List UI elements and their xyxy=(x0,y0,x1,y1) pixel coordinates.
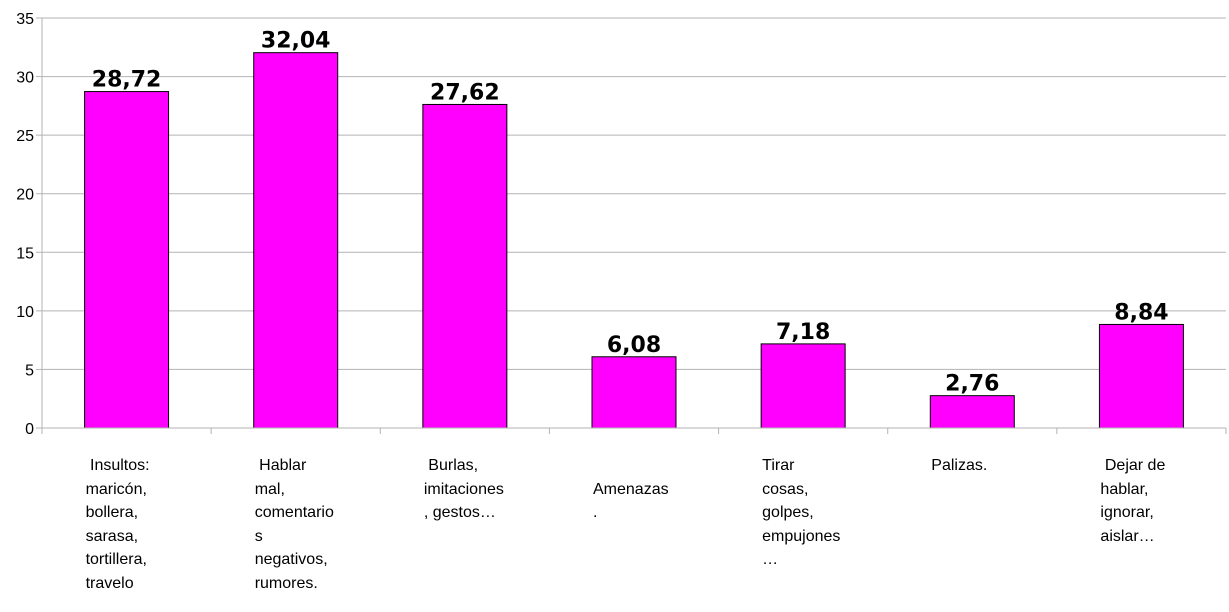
axes xyxy=(36,17,1227,434)
y-tick-label: 10 xyxy=(16,304,34,321)
y-tick-label: 5 xyxy=(25,362,34,379)
x-tick-label: Palizas. xyxy=(931,457,988,474)
data-label: 2,76 xyxy=(945,372,999,397)
bar xyxy=(253,52,339,429)
data-label: 8,84 xyxy=(1114,300,1168,325)
y-tick-label: 25 xyxy=(16,128,34,145)
y-tick-labels: 0 5 10 15 20 25 30 35 xyxy=(16,11,34,438)
data-labels: 28,72 32,04 27,62 6,08 7,18 2,76 8,84 xyxy=(92,29,1169,397)
bar xyxy=(84,91,170,429)
data-label: 6,08 xyxy=(607,333,661,358)
bar xyxy=(422,103,508,429)
data-label: 28,72 xyxy=(92,68,162,93)
bars xyxy=(84,52,1184,429)
bar xyxy=(929,395,1015,429)
y-tick-label: 30 xyxy=(16,70,34,87)
grid-lines xyxy=(42,17,1226,370)
x-tick-label: Dejar de hablar, ignorar, aislar… xyxy=(1100,457,1166,545)
bar xyxy=(760,343,846,429)
y-tick-label: 0 xyxy=(25,421,34,438)
bar xyxy=(1098,323,1184,429)
x-tick-label: Amenazas . xyxy=(593,480,669,522)
x-tick-label: Hablar mal, comentario s negativos, rumo… xyxy=(254,457,334,592)
data-label: 27,62 xyxy=(430,80,500,105)
data-label: 7,18 xyxy=(776,320,830,345)
x-tick-label: Insultos: maricón, bollera, sarasa, tort… xyxy=(85,457,150,592)
bar xyxy=(591,356,677,429)
y-tick-label: 15 xyxy=(16,245,34,262)
y-tick-label: 20 xyxy=(16,187,34,204)
x-tick-label: Burlas, imitaciones , gestos… xyxy=(423,457,504,521)
y-tick-label: 35 xyxy=(16,11,34,28)
x-tick-label: Tirar cosas, golpes, empujones … xyxy=(762,457,841,568)
data-label: 32,04 xyxy=(261,29,331,54)
